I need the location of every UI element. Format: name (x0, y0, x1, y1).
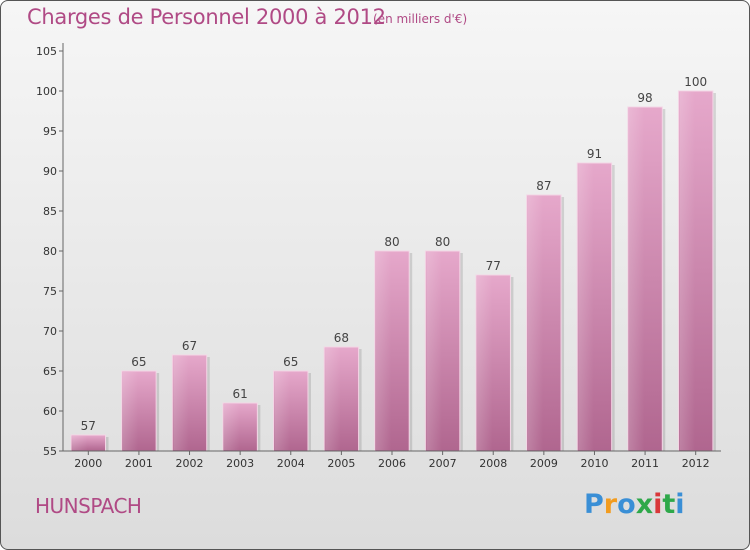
chart-title: Charges de Personnel 2000 à 2012 (27, 5, 386, 29)
x-tick-label: 2012 (682, 457, 710, 470)
y-tick-label: 100 (36, 85, 57, 98)
x-tick-label: 2009 (530, 457, 558, 470)
x-tick-label: 2001 (125, 457, 153, 470)
bar-highlight (72, 436, 88, 450)
brand-letter: i (675, 489, 685, 520)
data-label: 77 (486, 259, 501, 273)
data-label: 80 (435, 235, 450, 249)
x-tick-label: 2002 (176, 457, 204, 470)
axes-layer: 2000 2001 2002 2003 2004 2005 2006 2007 2008 2009… (36, 43, 721, 470)
data-label: 68 (334, 331, 349, 345)
x-tick-label: 2011 (631, 457, 659, 470)
y-tick-label: 65 (43, 365, 57, 378)
data-label: 87 (536, 179, 551, 193)
bar-highlight (122, 372, 139, 450)
bar-highlight (223, 404, 240, 450)
data-label: 61 (233, 387, 248, 401)
brand-letter: i (653, 489, 663, 520)
bar-highlight (274, 372, 291, 450)
y-tick-label: 70 (43, 325, 57, 338)
brand-letter: r (603, 489, 618, 520)
brand-letter: o (617, 489, 636, 520)
brand-letter: x (635, 489, 654, 520)
bar-highlight (679, 92, 695, 450)
proxiti-logo: Proxiti (584, 489, 685, 520)
bar-highlight (477, 276, 493, 450)
chart-subtitle: (en milliers d'€) (373, 12, 468, 26)
x-tick-label: 2003 (226, 457, 254, 470)
x-tick-label: 2008 (479, 457, 507, 470)
y-tick-label: 75 (43, 285, 57, 298)
x-tick-label: 2006 (378, 457, 406, 470)
y-tick-label: 85 (43, 205, 57, 218)
data-label: 57 (81, 419, 96, 433)
x-tick-label: 2010 (580, 457, 608, 470)
bars-layer: 57 65 67 61 65 68 80 80 77 87 91 98 100 (70, 75, 716, 452)
y-tick-label: 55 (43, 445, 57, 458)
x-tick-label: 2004 (277, 457, 305, 470)
y-tick-label: 80 (43, 245, 57, 258)
y-tick-label: 90 (43, 165, 57, 178)
data-label: 100 (684, 75, 707, 89)
data-label: 65 (283, 355, 298, 369)
data-label: 65 (131, 355, 146, 369)
data-label: 80 (384, 235, 399, 249)
brand-letter: P (584, 489, 604, 520)
bar-highlight (628, 108, 645, 450)
bar-highlight (527, 196, 544, 450)
data-label: 91 (587, 147, 602, 161)
y-tick-label: 60 (43, 405, 57, 418)
x-tick-label: 2005 (327, 457, 355, 470)
x-tick-label: 2000 (74, 457, 102, 470)
y-tick-label: 95 (43, 125, 57, 138)
bar-highlight (375, 252, 392, 450)
brand-letter: t (662, 489, 676, 520)
bar-highlight (426, 252, 442, 450)
bar-highlight (578, 164, 594, 450)
data-label: 67 (182, 339, 197, 353)
bar-highlight (325, 348, 341, 450)
place-name: HUNSPACH (35, 494, 142, 518)
bar-highlight (173, 356, 189, 450)
data-label: 98 (637, 91, 652, 105)
x-tick-label: 2007 (429, 457, 457, 470)
y-tick-label: 105 (36, 45, 57, 58)
